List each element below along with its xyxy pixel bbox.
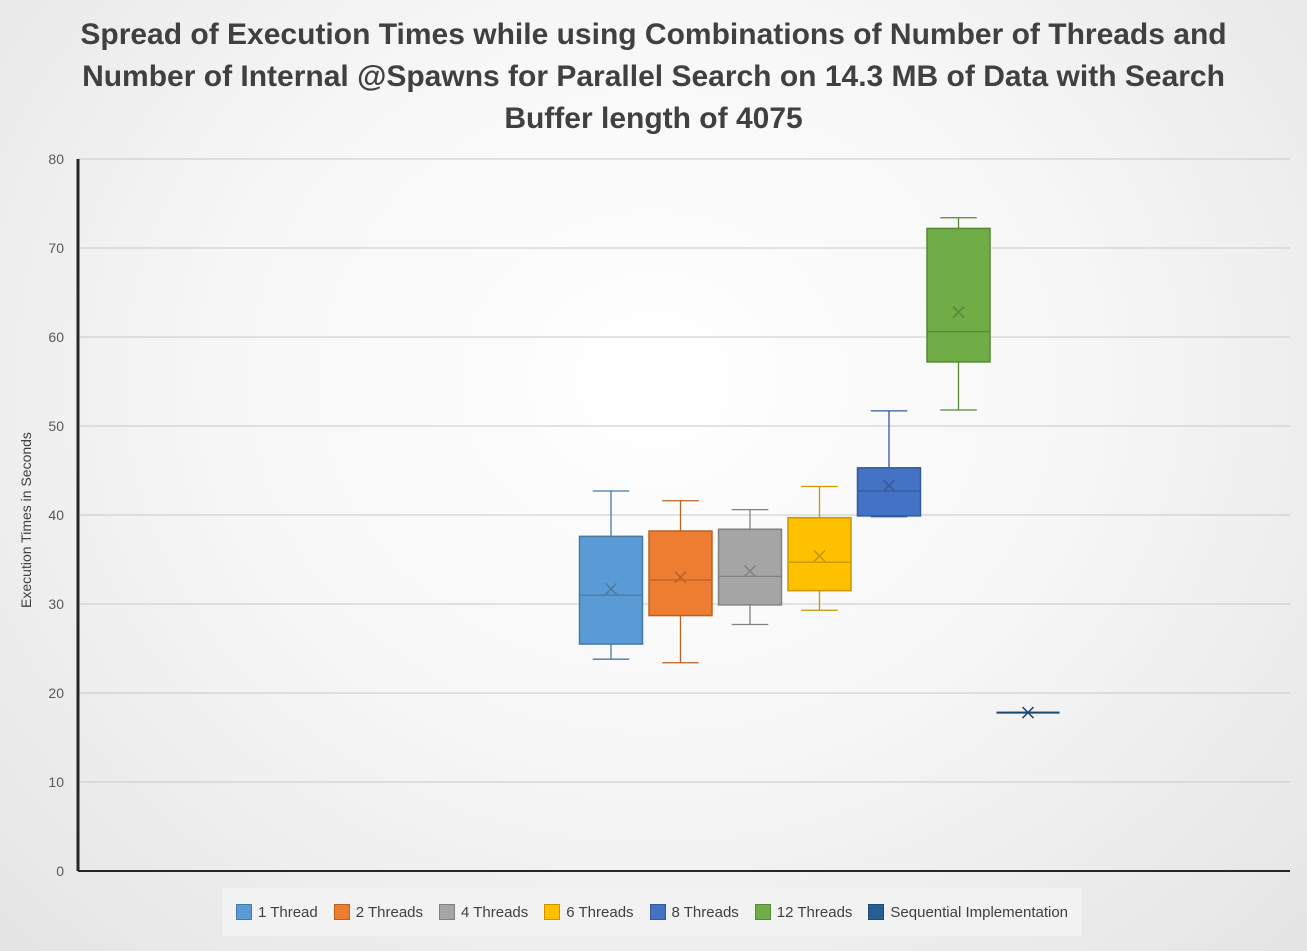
mean-marker: [604, 582, 618, 595]
box-iqr: [787, 516, 852, 592]
y-tick-label: 40: [48, 507, 64, 523]
mean-marker: [743, 565, 757, 578]
legend-swatch: [333, 904, 350, 920]
legend-label: 1 Thread: [257, 903, 318, 921]
y-tick-label: 0: [56, 863, 64, 879]
box-iqr: [578, 535, 644, 645]
legend-item: 2 Threads: [333, 903, 423, 921]
legend-label: 12 Threads: [776, 903, 853, 921]
box-sequential-implementation: [996, 706, 1060, 719]
y-tick-label: 70: [48, 240, 64, 256]
legend-swatch: [544, 904, 561, 920]
legend-swatch: [439, 904, 455, 920]
y-tick-label: 80: [48, 151, 64, 167]
mean-marker: [674, 571, 687, 584]
mean-marker: [813, 549, 826, 562]
mean-marker: [952, 306, 965, 319]
legend-swatch: [868, 904, 885, 920]
box-2-threads: [648, 500, 713, 664]
y-axis-label: Execution Times in Seconds: [18, 432, 34, 608]
legend-item: Sequential Implementation: [868, 904, 1068, 921]
legend-item: 1 Thread: [235, 903, 318, 921]
legend-item: 4 Threads: [439, 904, 528, 921]
legend-item: 8 Threads: [649, 903, 739, 921]
chart-title: Spread of Execution Times while using Co…: [80, 18, 1227, 135]
legend-label: Sequential Implementation: [890, 903, 1069, 921]
box-1-thread: [578, 490, 644, 660]
box-6-threads: [787, 485, 852, 611]
legend-label: 6 Threads: [566, 903, 634, 921]
y-tick-label: 20: [48, 685, 64, 701]
box-iqr: [856, 467, 922, 517]
box-8-threads: [856, 410, 922, 518]
legend-label: 2 Threads: [355, 903, 423, 921]
legend-swatch: [649, 904, 666, 920]
y-tick-label: 50: [48, 418, 64, 434]
legend-item: 12 Threads: [754, 903, 853, 921]
legend: 1 Thread 2 Threads 4 Threads 6 Threads 8 Thr…: [222, 888, 1082, 936]
box-12-threads: [926, 217, 991, 411]
mean-marker: [1021, 706, 1035, 719]
mean-marker: [882, 479, 896, 492]
legend-label: 4 Threads: [461, 903, 529, 921]
box-4-threads: [717, 509, 783, 626]
box-iqr: [648, 530, 713, 617]
box-iqr: [717, 528, 783, 606]
y-tick-label: 30: [48, 596, 64, 612]
legend-swatch: [235, 904, 252, 920]
legend-swatch: [754, 904, 771, 920]
legend-label: 8 Threads: [671, 903, 739, 921]
y-tick-label: 10: [48, 774, 64, 790]
box-iqr: [926, 227, 991, 363]
y-tick-label: 60: [48, 329, 64, 345]
legend-item: 6 Threads: [544, 903, 634, 921]
